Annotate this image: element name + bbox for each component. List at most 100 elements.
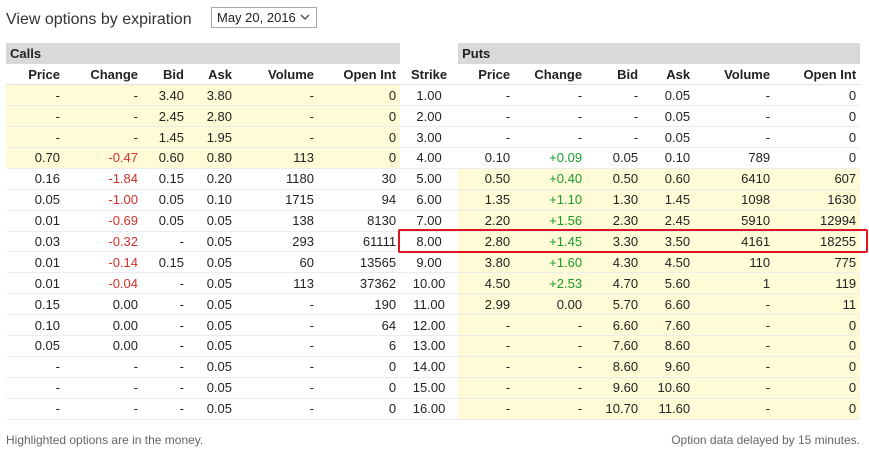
- table-row[interactable]: 0.70 -0.47 0.60 0.80 113 0 4.00 0.10 +0.09 0.05 0.…: [6, 147, 861, 169]
- put-volume: -: [694, 105, 775, 128]
- put-volume: -: [694, 314, 775, 336]
- call-change: -: [64, 356, 142, 378]
- table-row[interactable]: 0.01 -0.69 0.05 0.05 138 8130 7.00 2.20 +1.56 2.3…: [6, 210, 861, 232]
- put-price: 3.80: [458, 251, 515, 274]
- table-row[interactable]: - -2.45 2.80-0 2.00- - -0.05-0: [6, 105, 861, 128]
- put-price: -: [458, 314, 515, 336]
- call-volume: 113: [236, 147, 318, 169]
- put-price: 2.99: [458, 293, 515, 316]
- put-ask: 10.60: [642, 377, 695, 399]
- table-row[interactable]: 0.16 -1.84 0.15 0.20 1180 30 5.00 0.50 +0.40 0.50…: [6, 168, 861, 190]
- put-open-int: 1630: [774, 189, 861, 211]
- col-put-volume[interactable]: Volume: [694, 63, 775, 86]
- call-ask: 3.80: [188, 84, 236, 107]
- col-put-open-int[interactable]: Open Int: [774, 63, 861, 86]
- put-price: -: [458, 105, 515, 128]
- strike: 15.00: [400, 377, 459, 399]
- strike: 12.00: [400, 314, 459, 336]
- call-ask: 0.05: [188, 356, 236, 378]
- col-call-open-int[interactable]: Open Int: [318, 63, 401, 86]
- put-open-int: 0: [774, 377, 861, 399]
- call-ask: 0.05: [188, 314, 236, 336]
- col-call-volume[interactable]: Volume: [236, 63, 318, 86]
- col-call-change[interactable]: Change: [64, 63, 142, 86]
- table-row[interactable]: 0.15 0.00-0.05-190 11.00 2.99 0.00 5.70 6.60-1…: [6, 293, 861, 316]
- table-row[interactable]: 0.05 -1.00 0.05 0.10 1715 94 6.00 1.35 +1.10 1.30…: [6, 189, 861, 211]
- call-change: 0.00: [64, 335, 142, 357]
- call-bid: 3.40: [142, 84, 188, 107]
- col-call-bid[interactable]: Bid: [142, 63, 188, 86]
- table-row[interactable]: - - -0.05-0 16.00- -10.70 11.60-0: [6, 398, 861, 420]
- call-ask: 0.05: [188, 335, 236, 357]
- call-change: 0.00: [64, 293, 142, 316]
- call-bid: 1.45: [142, 126, 188, 148]
- call-open-int: 0: [318, 84, 401, 107]
- expiration-select-value: May 20, 2016: [217, 10, 296, 25]
- put-change: +1.10: [514, 189, 587, 211]
- call-open-int: 6: [318, 335, 401, 357]
- col-call-price[interactable]: Price: [6, 63, 64, 86]
- options-chain-table: Calls Puts Price Change Bid Ask Volume O…: [6, 43, 861, 420]
- strike: 11.00: [400, 293, 459, 316]
- strike: 1.00: [400, 84, 459, 107]
- call-ask: 1.95: [188, 126, 236, 148]
- put-ask: 5.60: [642, 272, 695, 295]
- table-row[interactable]: 0.03 -0.32-0.05 293 61111 8.00 2.80 +1.45 3.30 3…: [6, 231, 861, 253]
- call-price: 0.01: [6, 210, 64, 232]
- table-row[interactable]: 0.10 0.00-0.05-64 12.00- -6.60 7.60-0: [6, 314, 861, 336]
- call-price: -: [6, 84, 64, 107]
- call-price: 0.10: [6, 314, 64, 336]
- call-ask: 0.05: [188, 231, 236, 253]
- call-volume: 1180: [236, 168, 318, 190]
- call-ask: 0.05: [188, 272, 236, 295]
- put-change: +0.40: [514, 168, 587, 190]
- call-ask: 0.05: [188, 251, 236, 274]
- put-price: -: [458, 126, 515, 148]
- put-open-int: 607: [774, 168, 861, 190]
- col-call-ask[interactable]: Ask: [188, 63, 236, 86]
- put-volume: -: [694, 356, 775, 378]
- call-open-int: 30: [318, 168, 401, 190]
- call-price: 0.01: [6, 251, 64, 274]
- call-change: -: [64, 105, 142, 128]
- table-row[interactable]: - - -0.05-0 14.00- -8.60 9.60-0: [6, 356, 861, 378]
- put-ask: 3.50: [642, 231, 695, 253]
- call-open-int: 0: [318, 398, 401, 420]
- table-row[interactable]: - - -0.05-0 15.00- -9.60 10.60-0: [6, 377, 861, 399]
- call-volume: -: [236, 105, 318, 128]
- col-put-change[interactable]: Change: [514, 63, 587, 86]
- call-change: -0.32: [64, 231, 142, 253]
- table-row[interactable]: - -1.45 1.95-0 3.00- - -0.05-0: [6, 126, 861, 148]
- put-price: -: [458, 84, 515, 107]
- table-row[interactable]: 0.05 0.00-0.05-6 13.00- -7.60 8.60-0: [6, 335, 861, 357]
- itm-note: Highlighted options are in the money.: [6, 433, 204, 447]
- table-row[interactable]: 0.01 -0.14 0.15 0.05 60 13565 9.00 3.80 +1.60 4.3…: [6, 251, 861, 274]
- table-row[interactable]: 0.01 -0.04-0.05 113 37362 10.00 4.50 +2.53 4.70…: [6, 272, 861, 295]
- call-volume: -: [236, 356, 318, 378]
- col-put-ask[interactable]: Ask: [642, 63, 695, 86]
- put-volume: 1098: [694, 189, 775, 211]
- strike: 5.00: [400, 168, 459, 190]
- put-ask: 8.60: [642, 335, 695, 357]
- put-price: -: [458, 335, 515, 357]
- strike: 14.00: [400, 356, 459, 378]
- call-volume: -: [236, 84, 318, 107]
- call-volume: 60: [236, 251, 318, 274]
- call-ask: 0.20: [188, 168, 236, 190]
- call-ask: 0.05: [188, 377, 236, 399]
- put-ask: 0.05: [642, 84, 695, 107]
- call-change: 0.00: [64, 314, 142, 336]
- call-change: -0.47: [64, 147, 142, 169]
- col-put-price[interactable]: Price: [458, 63, 515, 86]
- expiration-select[interactable]: May 20, 2016: [211, 7, 317, 28]
- table-row[interactable]: - -3.40 3.80-0 1.00- - -0.05-0: [6, 84, 861, 107]
- put-bid: 10.70: [586, 398, 643, 420]
- put-bid: 8.60: [586, 356, 643, 378]
- strike-group-gap: [400, 43, 459, 64]
- call-open-int: 61111: [318, 231, 401, 253]
- call-open-int: 190: [318, 293, 401, 316]
- col-strike[interactable]: Strike: [400, 63, 459, 86]
- col-put-bid[interactable]: Bid: [586, 63, 643, 86]
- put-ask: 0.10: [642, 147, 695, 169]
- call-price: -: [6, 126, 64, 148]
